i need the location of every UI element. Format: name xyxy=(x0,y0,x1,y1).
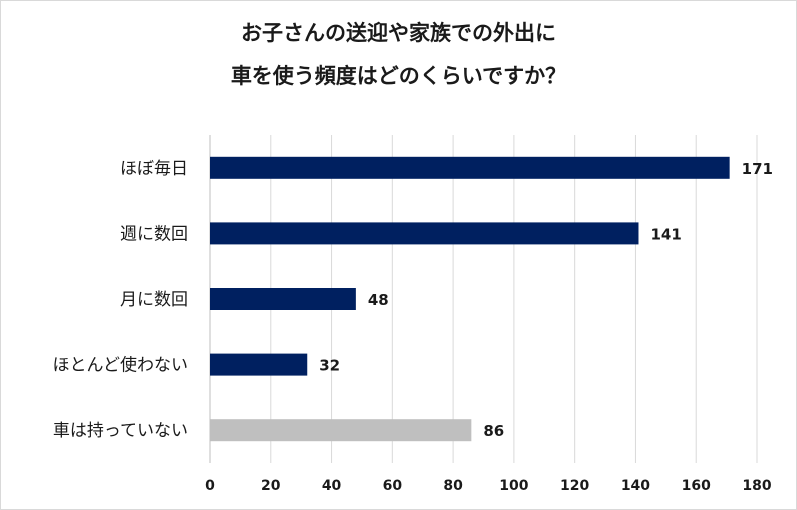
x-tick-label: 160 xyxy=(682,478,711,494)
x-tick-label: 100 xyxy=(499,478,528,494)
bar xyxy=(210,419,472,442)
category-label: 週に数回 xyxy=(120,224,188,244)
category-label: ほとんど使わない xyxy=(53,355,189,376)
x-tick-label: 60 xyxy=(383,478,403,494)
data-label: 141 xyxy=(650,225,681,243)
x-tick-label: 180 xyxy=(742,478,771,494)
chart-title-line-2: 車を使う頻度はどのくらいですか？ xyxy=(230,64,567,88)
data-label: 86 xyxy=(483,422,504,440)
data-label: 48 xyxy=(368,291,389,309)
category-label: 車は持っていない xyxy=(53,421,188,441)
bar xyxy=(210,288,356,310)
category-label: ほぼ毎日 xyxy=(120,159,188,179)
data-label: 171 xyxy=(742,160,773,178)
x-tick-label: 20 xyxy=(261,478,281,494)
data-label: 32 xyxy=(319,357,340,375)
x-tick-label: 40 xyxy=(322,478,342,494)
chart-title-line-1: お子さんの送迎や家族での外出に xyxy=(241,21,556,45)
x-tick-label: 80 xyxy=(443,478,463,494)
x-tick-label: 140 xyxy=(621,478,650,494)
x-tick-label: 0 xyxy=(205,478,215,494)
x-tick-label: 120 xyxy=(560,478,589,494)
bar xyxy=(210,353,308,376)
bar xyxy=(210,222,639,245)
bar xyxy=(210,156,730,179)
category-label: 月に数回 xyxy=(120,290,188,310)
